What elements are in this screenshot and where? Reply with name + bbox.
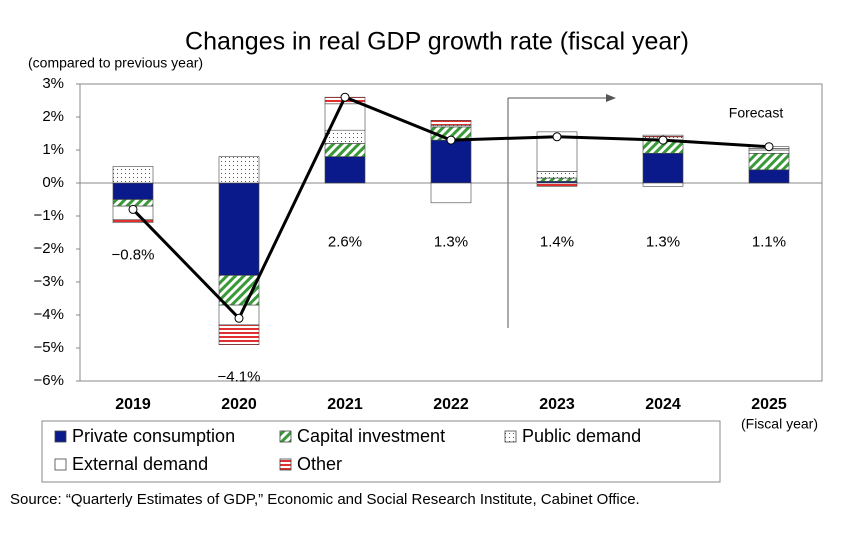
y-tick-label: 0%	[42, 174, 64, 191]
total-point	[552, 132, 562, 142]
plot-frame	[79, 83, 823, 382]
legend-box	[41, 420, 721, 483]
bar-segment	[536, 171, 578, 179]
bar-segment	[324, 143, 366, 157]
bar-segment	[112, 182, 154, 200]
x-axis-label: (Fiscal year)	[741, 416, 818, 432]
chart-title: Changes in real GDP growth rate (fiscal …	[185, 28, 689, 56]
x-tick-label: 2020	[221, 396, 257, 413]
y-axis-label: (compared to previous year)	[28, 55, 203, 71]
x-tick-label: 2024	[645, 396, 681, 413]
bar-segment	[536, 182, 578, 187]
data-label: 1.1%	[752, 233, 786, 250]
total-point	[128, 204, 138, 214]
x-tick-label: 2019	[115, 396, 151, 413]
y-tick-label: −3%	[34, 273, 64, 290]
y-tick-label: −4%	[34, 306, 64, 323]
annotation: Forecast	[729, 105, 784, 121]
legend-swatch	[54, 458, 67, 471]
bar-segment	[642, 153, 684, 184]
bar-segment	[324, 156, 366, 184]
data-label: 1.3%	[434, 233, 468, 250]
bar-segment	[218, 182, 260, 276]
bar-segment	[218, 156, 260, 184]
x-tick-label: 2023	[539, 396, 575, 413]
data-label: 2.6%	[328, 233, 362, 250]
total-point	[234, 313, 244, 323]
bar-segment	[536, 177, 578, 182]
total-point	[764, 142, 774, 152]
bar-segment	[324, 129, 366, 144]
y-tick-label: 1%	[42, 141, 64, 158]
x-tick-label: 2021	[327, 396, 363, 413]
y-tick-label: −6%	[34, 372, 64, 389]
bar-segment	[430, 182, 472, 204]
total-point	[340, 92, 350, 102]
legend-swatch	[504, 430, 517, 443]
data-label: −0.8%	[112, 247, 155, 264]
x-tick-label: 2025	[751, 396, 787, 413]
data-label: 1.3%	[646, 233, 680, 250]
data-label: 1.4%	[540, 233, 574, 250]
x-tick-label: 2022	[433, 396, 469, 413]
bar-segment	[748, 169, 790, 184]
y-tick-label: −1%	[34, 207, 64, 224]
y-tick-label: −2%	[34, 240, 64, 257]
total-point	[446, 135, 456, 145]
legend-swatch	[279, 430, 292, 443]
legend-label: Private consumption	[72, 426, 235, 446]
bar-segment	[748, 153, 790, 171]
legend-label: Capital investment	[297, 426, 445, 446]
source: Source: “Quarterly Estimates of GDP,” Ec…	[10, 491, 640, 508]
bar-segment	[642, 182, 684, 187]
y-tick-label: −5%	[34, 339, 64, 356]
legend-swatch	[54, 430, 67, 443]
total-point	[658, 135, 668, 145]
legend-label: External demand	[72, 454, 208, 474]
forecast-marker	[507, 94, 616, 328]
legend-label: Other	[297, 454, 342, 474]
y-tick-label: 2%	[42, 108, 64, 125]
y-tick-label: 3%	[42, 75, 64, 92]
bar-segment	[112, 219, 154, 223]
bar-segment	[218, 324, 260, 345]
legend-swatch	[279, 458, 292, 471]
bar-segment	[430, 139, 472, 184]
legend-label: Public demand	[522, 426, 641, 446]
bar-segment	[430, 120, 472, 126]
data-label: −4.1%	[218, 369, 261, 386]
bar-segment	[112, 166, 154, 184]
